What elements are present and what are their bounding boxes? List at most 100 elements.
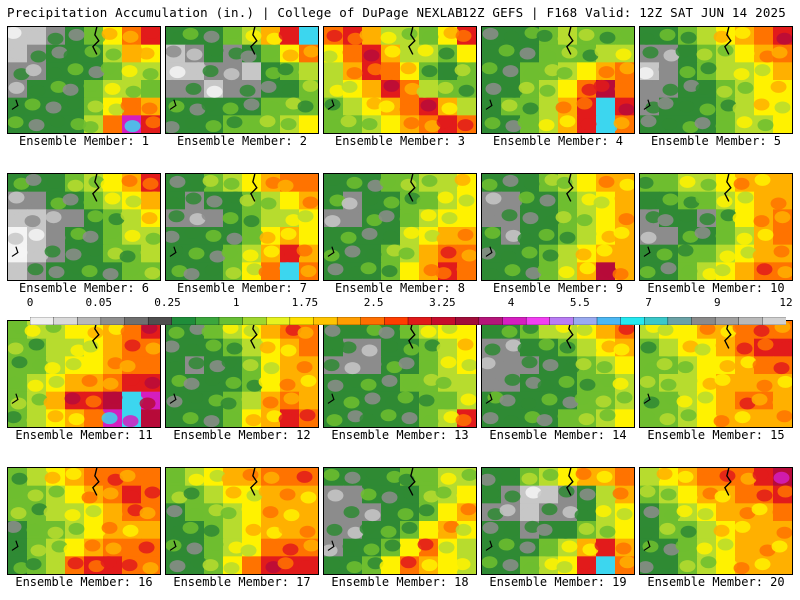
precip-blob xyxy=(262,396,279,409)
precip-blob xyxy=(502,65,519,78)
precip-blob xyxy=(85,395,102,408)
precip-blob xyxy=(87,100,104,113)
precip-blob xyxy=(279,262,296,275)
precip-blob xyxy=(8,411,22,424)
precip-blob xyxy=(63,49,80,62)
precip-blob xyxy=(188,357,205,370)
precip-blob xyxy=(344,245,361,258)
precip-blob xyxy=(45,101,62,114)
precip-blob xyxy=(81,265,98,278)
precip-blob xyxy=(601,340,618,353)
precip-blob xyxy=(261,46,278,59)
colorbar-segment xyxy=(502,316,527,326)
precip-blob xyxy=(403,226,420,239)
precip-blob xyxy=(500,469,517,482)
precip-blob xyxy=(714,490,731,503)
precip-blob xyxy=(240,544,257,557)
precip-blob xyxy=(119,469,136,482)
precip-blob xyxy=(482,178,498,191)
precip-blob xyxy=(8,232,24,245)
precip-blob xyxy=(204,264,221,277)
coastline-marker xyxy=(169,99,177,110)
precip-blob xyxy=(772,506,789,519)
precip-blob xyxy=(601,121,618,133)
precip-blob xyxy=(188,247,205,260)
colorbar-tick-label: 0.25 xyxy=(154,296,181,309)
precip-blob xyxy=(443,27,460,39)
precip-blob xyxy=(126,44,143,57)
precip-blob xyxy=(753,215,770,228)
precip-map xyxy=(324,468,476,574)
precip-blob xyxy=(8,486,23,499)
precip-blob xyxy=(575,248,592,261)
precip-blob xyxy=(718,504,735,517)
ensemble-panel xyxy=(639,320,793,428)
precip-blob xyxy=(537,379,554,392)
precip-blob xyxy=(440,356,457,369)
precip-blob xyxy=(88,175,105,188)
precip-blob xyxy=(265,176,282,189)
precip-map xyxy=(324,27,476,133)
precip-blob xyxy=(753,98,770,111)
precip-blob xyxy=(544,558,561,571)
precip-blob xyxy=(124,339,141,352)
precip-blob xyxy=(658,63,675,76)
precip-blob xyxy=(282,543,299,556)
precip-blob xyxy=(363,49,380,62)
precip-blob xyxy=(679,66,696,79)
precip-blob xyxy=(28,338,45,351)
colorbar-segment xyxy=(667,316,693,326)
precip-blob xyxy=(260,80,277,93)
precip-blob xyxy=(366,97,383,110)
precip-blob xyxy=(328,119,345,132)
precip-blob xyxy=(751,503,768,516)
precip-blob xyxy=(596,470,613,483)
precip-blob xyxy=(614,82,631,95)
precip-blob xyxy=(329,84,346,97)
precip-map xyxy=(640,174,792,280)
precip-blob xyxy=(258,485,275,498)
colorbar-tick-label: 9 xyxy=(713,296,721,309)
precip-blob xyxy=(360,262,377,275)
precip-blob xyxy=(681,265,698,278)
coastline-marker xyxy=(566,321,574,349)
precip-blob xyxy=(577,557,594,570)
precip-blob xyxy=(283,509,300,522)
precip-blob xyxy=(752,468,769,481)
precip-blob xyxy=(278,28,295,41)
precip-blob xyxy=(340,115,357,128)
precip-blob xyxy=(65,468,82,480)
precip-blob xyxy=(715,339,732,352)
precip-blob xyxy=(578,522,595,535)
precip-blob xyxy=(441,102,458,115)
precip-blob xyxy=(366,214,383,227)
precip-blob xyxy=(562,396,579,409)
precip-blob xyxy=(29,84,46,97)
precip-blob xyxy=(65,248,82,261)
precip-blob xyxy=(455,523,472,536)
precip-blob xyxy=(327,263,344,276)
precip-blob xyxy=(87,210,104,223)
precip-blob xyxy=(324,544,338,557)
precip-blob xyxy=(281,193,298,206)
precip-blob xyxy=(486,542,503,555)
precip-blob xyxy=(207,538,224,551)
precip-blob xyxy=(458,194,475,207)
precip-blob xyxy=(384,45,401,58)
precip-blob xyxy=(582,49,599,62)
precip-blob xyxy=(682,340,699,353)
precip-blob xyxy=(9,541,26,554)
precip-blob xyxy=(754,174,771,186)
precip-blob xyxy=(484,226,501,239)
coastline-marker xyxy=(327,393,335,404)
precip-blob xyxy=(189,322,206,335)
precip-blob xyxy=(301,121,318,133)
precip-blob xyxy=(259,231,276,244)
precip-blob xyxy=(326,523,343,536)
coastline-marker xyxy=(169,540,177,551)
precip-blob xyxy=(247,228,264,241)
precip-blob xyxy=(640,67,654,80)
precip-blob xyxy=(64,392,81,405)
precip-blob xyxy=(190,62,207,75)
precip-blob xyxy=(243,215,260,228)
